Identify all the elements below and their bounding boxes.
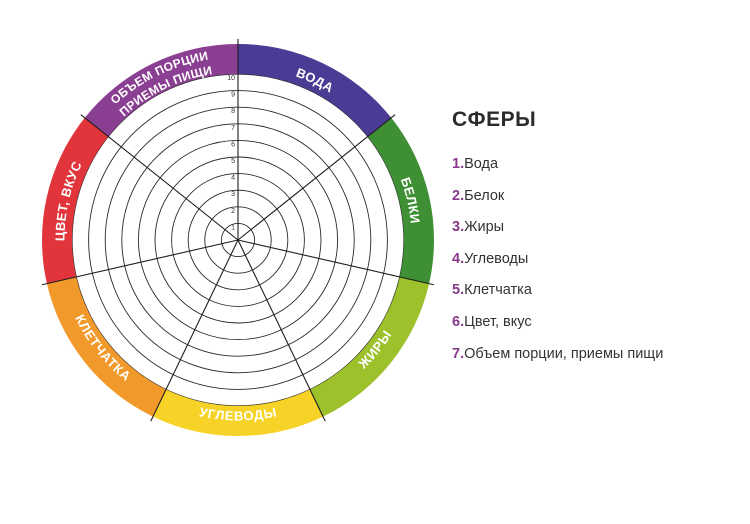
legend-number: 2. <box>452 187 465 204</box>
legend-text: Клетчатка <box>464 282 532 299</box>
legend-text: Жиры <box>464 219 505 236</box>
legend-number: 6. <box>452 313 465 330</box>
legend-number: 5. <box>452 282 465 299</box>
legend-text: Объем порции, приемы пищи <box>464 345 664 362</box>
legend-item-fiber: 5.Клетчатка <box>452 280 663 312</box>
scale-number: 7 <box>231 125 235 132</box>
wheel-segment <box>46 276 166 417</box>
scale-number: 10 <box>227 75 235 82</box>
legend-text: Углеводы <box>464 250 529 267</box>
wheel-spoke <box>237 239 435 286</box>
wheel-spoke <box>41 239 239 286</box>
scale-number: 8 <box>231 108 235 115</box>
scale-number: 5 <box>231 158 235 165</box>
legend-number: 4. <box>452 250 465 267</box>
legend-item-fats: 3.Жиры <box>452 217 663 249</box>
wheel-spoke <box>150 239 239 422</box>
wheel-segments <box>41 44 435 436</box>
legend: СФЕРЫ 1.Вода 2.Белок 3.Жиры 4.Углеводы 5… <box>452 108 663 375</box>
legend-number: 3. <box>452 219 465 236</box>
wheel-spoke <box>80 114 239 241</box>
wheel-spokes <box>41 39 435 422</box>
legend-item-carbs: 4.Углеводы <box>452 249 663 281</box>
legend-item-water: 1.Вода <box>452 154 663 186</box>
legend-text: Цвет, вкус <box>464 313 532 330</box>
scale-number: 3 <box>231 191 235 198</box>
scale-number: 2 <box>231 208 235 215</box>
wheel-scale: 1 2 3 4 5 6 7 8 9 10 <box>227 75 235 231</box>
legend-item-protein: 2.Белок <box>452 186 663 218</box>
scale-number: 9 <box>231 92 235 99</box>
segment-label: УГЛЕВОДЫ <box>198 404 278 423</box>
wheel-segment <box>310 276 430 417</box>
legend-list: 1.Вода 2.Белок 3.Жиры 4.Углеводы 5.Клетч… <box>452 154 663 375</box>
scale-number: 6 <box>231 141 235 148</box>
legend-text: Вода <box>464 156 499 172</box>
wheel-spoke <box>237 114 396 241</box>
legend-number: 7. <box>452 345 465 362</box>
wheel-segment <box>238 44 392 137</box>
legend-number: 1. <box>452 156 465 172</box>
wheel-spoke <box>237 239 326 422</box>
wheel-segment <box>41 117 109 284</box>
legend-item-portion: 7.Объем порции, приемы пищи <box>452 344 663 376</box>
scale-number: 1 <box>231 224 235 231</box>
legend-item-color-taste: 6.Цвет, вкус <box>452 312 663 344</box>
wheel-segment <box>152 389 324 436</box>
scale-number: 4 <box>231 175 235 182</box>
legend-title: СФЕРЫ <box>452 108 537 131</box>
wheel-segment <box>367 117 435 284</box>
legend-text: Белок <box>464 187 505 204</box>
wheel-segment <box>84 44 238 137</box>
